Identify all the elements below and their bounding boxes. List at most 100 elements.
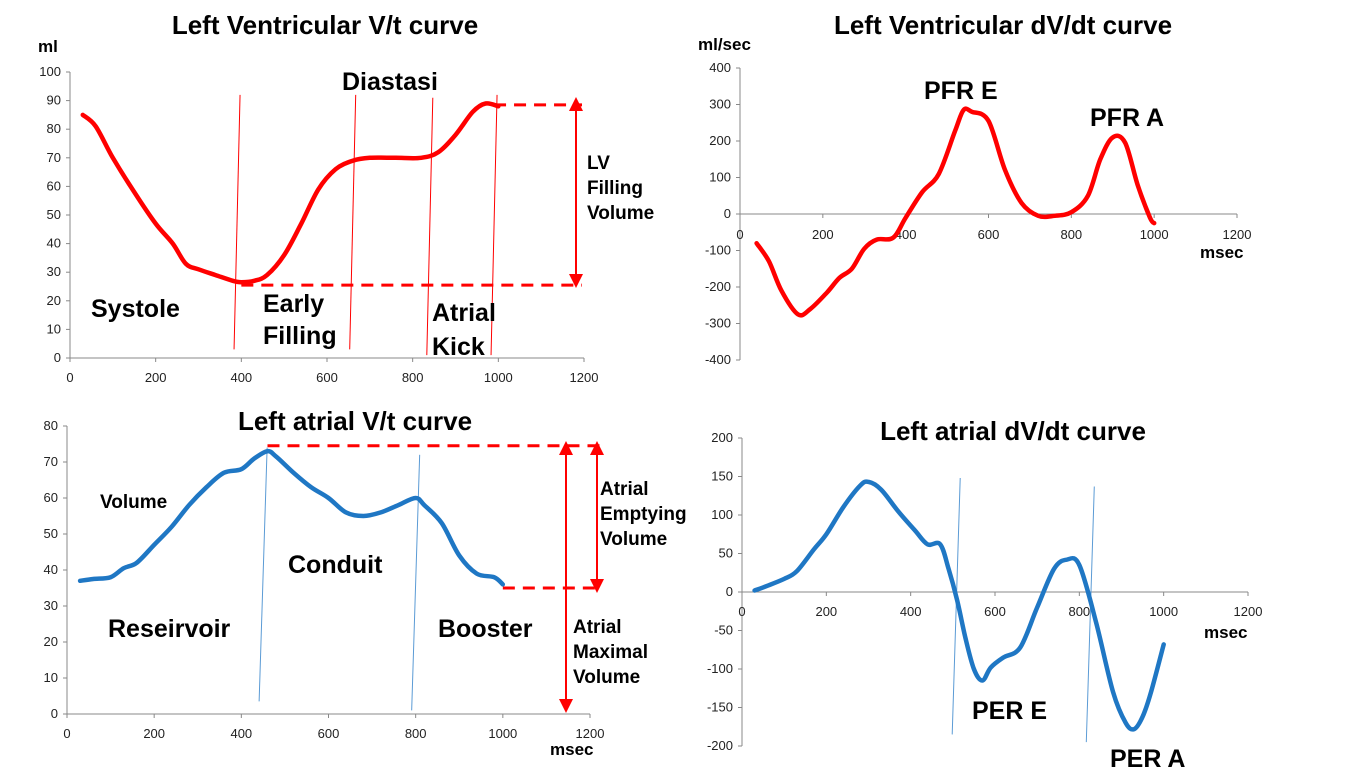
series-line-la-dvdt [752, 479, 1166, 732]
x-ticks: 0 200 400 600 800 1000 1200 [738, 592, 1262, 619]
label-per-a: PER A [1110, 745, 1185, 773]
x-tick-label: 1200 [1223, 227, 1252, 242]
phase-marker-line [1085, 486, 1095, 743]
y-tick-label: 80 [47, 121, 61, 136]
x-tick-label: 0 [66, 370, 73, 385]
label-per-e: PER E [972, 697, 1047, 725]
y-tick-label: 10 [47, 321, 61, 336]
label-atrial-maximal-3: Volume [573, 667, 640, 688]
y-tick-label: 70 [47, 150, 61, 165]
y-tick-label: 100 [711, 507, 733, 522]
x-tick-label: 1000 [1140, 227, 1169, 242]
x-ticks: 0 200 400 600 800 1000 1200 [63, 714, 604, 741]
y-tick-label: 0 [51, 706, 58, 721]
y-tick-label: 50 [719, 546, 733, 561]
phase-marker-line [490, 94, 498, 356]
chart-title: Left atrial dV/dt curve [880, 416, 1146, 446]
phase-markers [233, 94, 498, 356]
label-atrial-maximal-2: Maximal [573, 642, 648, 663]
y-ticks: -400 -300 -200 -100 0 100 200 300 400 [705, 60, 740, 367]
label-lv-filling-3: Volume [587, 203, 654, 224]
y-ticks: 0 10 20 30 40 50 60 70 80 [44, 418, 67, 721]
phase-marker-line [411, 454, 421, 711]
y-tick-label: 10 [44, 670, 58, 685]
x-tick-label: 400 [230, 370, 252, 385]
label-systole: Systole [91, 295, 180, 323]
phase-marker-line [349, 94, 357, 350]
x-axis-label: msec [1200, 243, 1243, 262]
x-tick-label: 400 [900, 604, 922, 619]
y-ticks: 0 10 20 30 40 50 60 70 80 90 100 [39, 64, 70, 365]
y-tick-label: 90 [47, 93, 61, 108]
x-tick-label: 800 [1068, 604, 1090, 619]
label-atrial-kick-2: Kick [432, 333, 485, 361]
y-tick-label: 0 [724, 206, 731, 221]
label-early-filling-1: Early [263, 290, 324, 318]
phase-marker-line [258, 447, 268, 702]
x-tick-label: 0 [736, 227, 743, 242]
x-tick-label: 800 [402, 370, 424, 385]
y-tick-label: 60 [44, 490, 58, 505]
y-ticks: -200 -150 -100 -50 0 50 100 150 200 [707, 430, 742, 753]
series-line-lv-dvdt [754, 106, 1157, 318]
x-tick-label: 200 [145, 370, 167, 385]
y-tick-label: -150 [707, 700, 733, 715]
phase-markers [951, 478, 1095, 743]
y-tick-label: -200 [705, 279, 731, 294]
x-tick-label: 200 [143, 726, 165, 741]
label-atrial-emptying-1: Atrial [600, 479, 649, 500]
y-tick-label: -200 [707, 738, 733, 753]
label-early-filling-2: Filling [263, 322, 337, 350]
chart-lv-vt: Left Ventricular V/t curve ml 0 10 20 30 40 5… [38, 10, 654, 385]
label-volume: Volume [100, 492, 167, 513]
x-tick-label: 1200 [570, 370, 599, 385]
x-tick-label: 800 [1060, 227, 1082, 242]
x-tick-label: 0 [63, 726, 70, 741]
x-tick-label: 600 [978, 227, 1000, 242]
chart-la-vt: Left atrial V/t curve msec 0 10 20 30 40 50 60… [44, 406, 687, 759]
chart-title: Left Ventricular dV/dt curve [834, 10, 1172, 40]
x-ticks: 0 200 400 600 800 1000 1200 [736, 214, 1251, 242]
label-atrial-emptying-2: Emptying [600, 504, 687, 525]
label-pfr-a: PFR A [1090, 104, 1164, 132]
y-tick-label: 0 [726, 584, 733, 599]
chart-title: Left atrial V/t curve [238, 406, 472, 436]
y-tick-label: 300 [709, 97, 731, 112]
x-tick-label: 200 [815, 604, 837, 619]
label-conduit: Conduit [288, 551, 383, 579]
series-line-la-volume [77, 448, 506, 587]
series-line-lv-volume [80, 101, 501, 285]
y-tick-label: 80 [44, 418, 58, 433]
y-axis-label: ml [38, 37, 58, 56]
y-tick-label: 400 [709, 60, 731, 75]
y-tick-label: 30 [44, 598, 58, 613]
y-tick-label: 40 [47, 236, 61, 251]
x-tick-label: 1000 [1149, 604, 1178, 619]
y-tick-label: -400 [705, 352, 731, 367]
y-tick-label: -50 [714, 623, 733, 638]
chart-lv-dvdt: Left Ventricular dV/dt curve ml/sec msec… [698, 10, 1251, 367]
phase-marker-line [233, 94, 241, 350]
x-ticks: 0 200 400 600 800 1000 1200 [66, 358, 598, 385]
y-tick-label: -100 [705, 243, 731, 258]
y-tick-label: 40 [44, 562, 58, 577]
label-lv-filling-2: Filling [587, 178, 643, 199]
y-tick-label: -100 [707, 661, 733, 676]
y-tick-label: 30 [47, 264, 61, 279]
phase-marker-line [951, 478, 961, 735]
x-tick-label: 1000 [488, 726, 517, 741]
x-tick-label: 200 [812, 227, 834, 242]
y-tick-label: 20 [44, 634, 58, 649]
phase-markers [258, 447, 421, 711]
label-reseirvoir: Reseirvoir [108, 615, 231, 643]
x-tick-label: 600 [316, 370, 338, 385]
x-tick-label: 800 [405, 726, 427, 741]
label-booster: Booster [438, 615, 533, 643]
y-tick-label: 50 [44, 526, 58, 541]
chart-title: Left Ventricular V/t curve [172, 10, 478, 40]
x-tick-label: 1200 [1234, 604, 1263, 619]
y-tick-label: 70 [44, 454, 58, 469]
y-tick-label: 200 [709, 133, 731, 148]
label-atrial-emptying-3: Volume [600, 529, 667, 550]
